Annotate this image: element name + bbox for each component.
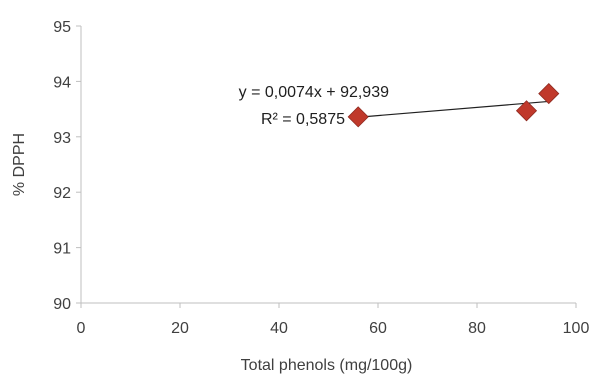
x-tick-label: 60 (369, 320, 387, 337)
y-tick-label: 94 (53, 74, 71, 91)
x-tick-label: 100 (563, 320, 590, 337)
data-point-marker (538, 83, 560, 105)
data-point-marker (347, 106, 369, 128)
y-tick-label: 91 (53, 241, 71, 258)
x-axis-title: Total phenols (mg/100g) (241, 357, 413, 374)
y-axis-title: % DPPH (11, 133, 28, 196)
y-tick-label: 95 (53, 19, 71, 36)
y-tick-label: 93 (53, 130, 71, 147)
x-tick-label: 80 (468, 320, 486, 337)
trendline-equation: y = 0,0074x + 92,939 (239, 84, 389, 101)
x-tick-label: 40 (270, 320, 288, 337)
x-tick-label: 0 (77, 320, 86, 337)
trendline (358, 100, 549, 118)
data-points (347, 83, 560, 128)
y-axis-ticks: 90 91 92 93 94 95 (53, 19, 81, 313)
y-tick-label: 92 (53, 185, 71, 202)
x-axis-ticks: 0 20 40 60 80 100 (77, 303, 590, 337)
y-tick-label: 90 (53, 296, 71, 313)
x-tick-label: 20 (171, 320, 189, 337)
data-point-marker (515, 100, 538, 122)
trendline-r-squared: R² = 0,5875 (261, 111, 345, 128)
